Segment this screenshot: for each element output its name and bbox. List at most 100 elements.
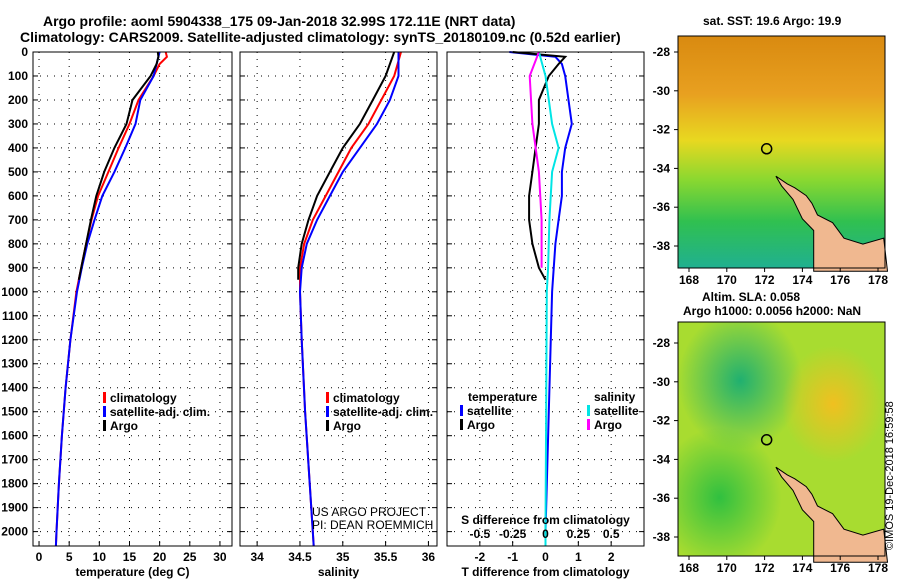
legend-label: satellite-adj. clim. [333, 405, 433, 419]
lon-tick-label: 172 [755, 561, 775, 575]
x-tick-label: 25 [183, 550, 197, 564]
x2-tick-label: -0.25 [499, 527, 527, 541]
lat-tick-label: -34 [653, 161, 671, 175]
project-annotation: US ARGO PROJECT [312, 505, 427, 519]
series-line-satellite-adj-clim- [298, 52, 400, 547]
x-axis-label: T difference from climatology [461, 565, 629, 579]
depth-tick-label: 1700 [1, 453, 28, 467]
legend-swatch [587, 405, 590, 416]
x-tick-label: 20 [153, 550, 167, 564]
depth-tick-label: 500 [8, 165, 28, 179]
lat-tick-label: -28 [653, 336, 671, 350]
series-line-argo [77, 51, 160, 280]
depth-tick-label: 2000 [1, 525, 28, 539]
argo-float-marker [760, 434, 773, 446]
series-line-s-argo [528, 51, 543, 268]
legend-swatch [460, 419, 463, 430]
lat-tick-label: -36 [653, 200, 671, 214]
legend-swatch [326, 420, 329, 431]
sla-map: -28 -30 -32 -34 -36 -38 168 170 172 174 176 178 [653, 321, 888, 575]
new-zealand-coastline [775, 175, 889, 272]
x-tick-label: 1 [575, 550, 582, 564]
legend-title-salinity: salinity [594, 390, 636, 404]
legend-label: satellite [467, 404, 512, 418]
legend-swatch [460, 405, 463, 416]
depth-tick-label: 900 [8, 261, 28, 275]
x-axis-label: temperature (deg C) [75, 565, 189, 579]
sla-map-title-2: Argo h1000: 0.0056 h2000: NaN [683, 304, 862, 318]
x2-tick-label: 0.5 [603, 527, 620, 541]
legend-swatch [103, 392, 106, 403]
series-line-climatology [54, 51, 169, 547]
legend-label: climatology [333, 391, 400, 405]
x2-axis-label: S difference from climatology [461, 513, 630, 527]
x-tick-label: -2 [474, 550, 485, 564]
x-tick-label: 2 [608, 550, 615, 564]
lon-tick-label: 176 [830, 273, 850, 287]
depth-tick-label: 1900 [1, 501, 28, 515]
legend-label: Argo [594, 418, 622, 432]
lon-tick-label: 178 [868, 561, 888, 575]
plot-frame [239, 51, 438, 547]
credit-text: ©IMOS 19-Dec-2018 16:59:58 [884, 401, 896, 550]
x-tick-label: 10 [93, 550, 107, 564]
sst-map-title: sat. SST: 19.6 Argo: 19.9 [703, 14, 842, 28]
sst-map: -28 -30 -32 -34 -36 -38 168 170 172 174 176 178 [653, 35, 889, 287]
legend-title-temperature: temperature [468, 390, 538, 404]
lon-tick-label: 172 [755, 273, 775, 287]
panel-2: 34 34.5 35 35.5 36 salinity climatologysatelli… [239, 51, 438, 579]
lat-tick-label: -32 [653, 414, 671, 428]
lat-tick-label: -30 [653, 84, 671, 98]
x-tick-label: 5 [66, 550, 73, 564]
legend-swatch [587, 419, 590, 430]
x2-tick-label: 0 [542, 527, 549, 541]
depth-tick-label: 1200 [1, 333, 28, 347]
legend-label: satellite-adj. clim. [110, 405, 210, 419]
legend-label: climatology [110, 391, 177, 405]
lon-tick-label: 174 [792, 273, 812, 287]
map-frame [677, 321, 886, 557]
lat-tick-label: -38 [653, 530, 671, 544]
x-tick-label: -1 [507, 550, 518, 564]
map-frame [677, 35, 886, 269]
series-line-argo [297, 51, 396, 280]
depth-tick-label: 1500 [1, 405, 28, 419]
depth-tick-label: 1300 [1, 357, 28, 371]
sla-map-title-1: Altim. SLA: 0.058 [702, 290, 801, 304]
sla-anomaly-blob [678, 322, 885, 556]
depth-tick-label: 1000 [1, 285, 28, 299]
argo-float-marker [760, 143, 773, 155]
lat-tick-label: -34 [653, 452, 671, 466]
legend-label: Argo [333, 419, 361, 433]
depth-tick-label: 300 [8, 117, 28, 131]
depth-tick-label: 400 [8, 141, 28, 155]
series-line-s-satellite [537, 51, 560, 546]
plot-frame [446, 51, 645, 547]
depth-tick-label: 100 [8, 69, 28, 83]
legend-swatch [103, 406, 106, 417]
legend-swatch [326, 406, 329, 417]
lat-tick-label: -38 [653, 239, 671, 253]
sst-field [678, 36, 885, 268]
legend-label: Argo [110, 419, 138, 433]
x-tick-label: 34 [250, 550, 264, 564]
lat-tick-label: -28 [653, 45, 671, 59]
depth-tick-label: 700 [8, 213, 28, 227]
lon-tick-label: 174 [792, 561, 812, 575]
depth-tick-label: 0 [21, 45, 28, 59]
lat-tick-label: -32 [653, 123, 671, 137]
x-tick-label: 34.5 [288, 550, 312, 564]
x-tick-label: 0 [542, 550, 549, 564]
legend-label: Argo [467, 418, 495, 432]
legend-swatch [326, 392, 329, 403]
depth-tick-label: 1400 [1, 381, 28, 395]
x-tick-label: 30 [213, 550, 227, 564]
x-tick-label: 35.5 [374, 550, 398, 564]
project-annotation: PI: DEAN ROEMMICH [312, 518, 433, 532]
lon-tick-label: 176 [830, 561, 850, 575]
series-line-t-satellite [509, 51, 573, 546]
x-tick-label: 15 [123, 550, 137, 564]
x-tick-label: 0 [36, 550, 43, 564]
title-line-1: Argo profile: aoml 5904338_175 09-Jan-20… [43, 13, 516, 29]
